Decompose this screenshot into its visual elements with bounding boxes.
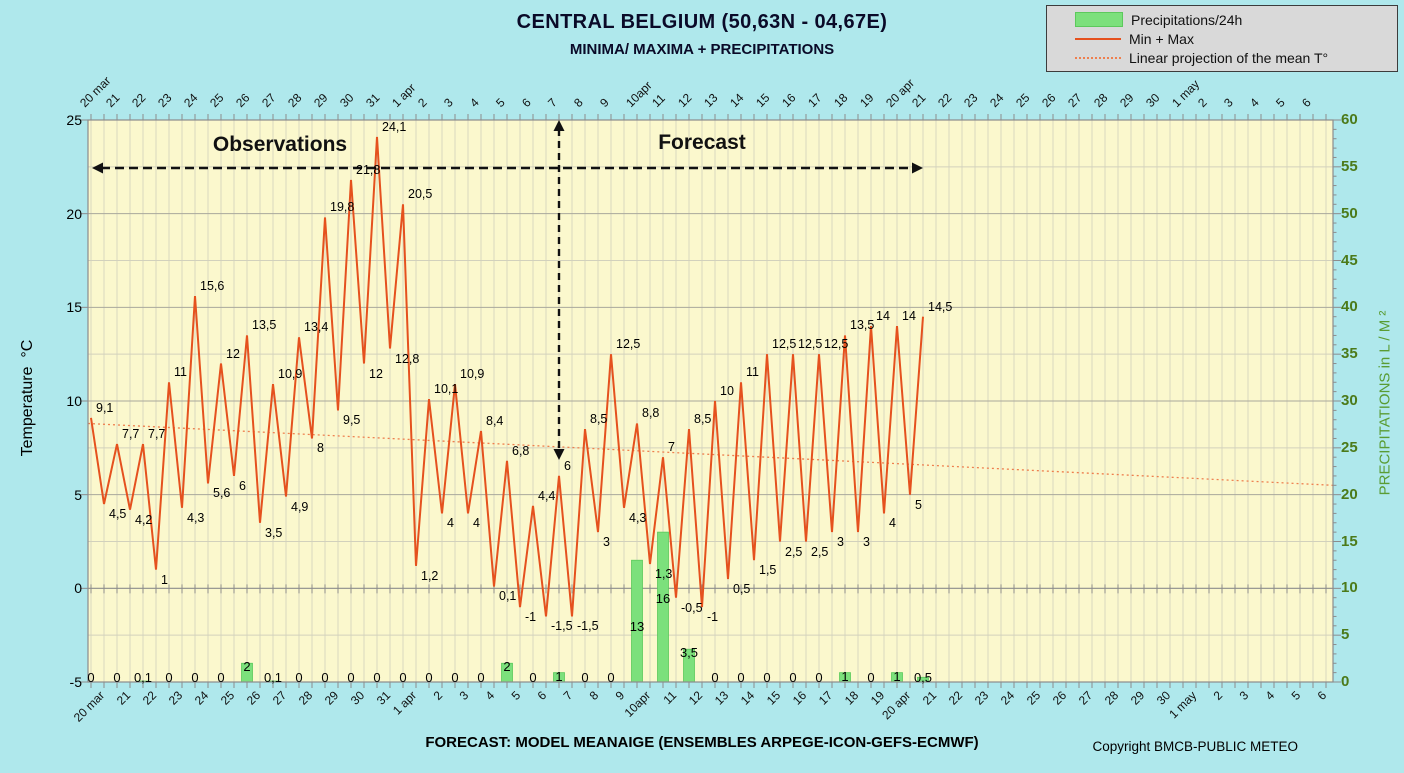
precip-bar — [683, 648, 695, 683]
copyright-notice: Copyright BMCB-PUBLIC METEO — [1092, 739, 1298, 754]
precip-bar — [501, 662, 513, 683]
arrow-down-icon — [553, 449, 565, 460]
precip-bar — [553, 672, 565, 683]
legend: Precipitations/24h Min + Max Linear proj… — [1046, 5, 1398, 72]
precip-bar — [839, 672, 851, 683]
precip-bar — [917, 676, 929, 683]
left-axis-title: Temperature °C — [19, 339, 36, 457]
legend-item-minmax: Min + Max — [1075, 29, 1391, 48]
page-subtitle: MINIMA/ MAXIMA + PRECIPITATIONS — [569, 41, 835, 58]
legend-item-mean-projection: Linear projection of the mean T° — [1075, 48, 1391, 67]
arrow-up-icon — [553, 120, 565, 131]
forecast-label: Forecast — [658, 131, 746, 154]
legend-label-mean-projection: Linear projection of the mean T° — [1129, 49, 1329, 66]
precip-bar — [631, 559, 643, 683]
precip-bar — [891, 672, 903, 683]
legend-item-precipitations: Precipitations/24h — [1075, 10, 1391, 29]
precip-bar — [657, 531, 669, 683]
arrow-left-icon — [92, 162, 103, 174]
minmax-line-swatch-icon — [1075, 37, 1121, 40]
observations-label: Observations — [212, 133, 348, 156]
arrow-right-icon — [912, 162, 923, 174]
legend-label-minmax: Min + Max — [1129, 30, 1194, 47]
temperature-line — [90, 136, 924, 617]
forecast-model-note: FORECAST: MODEL MEANAIGE (ENSEMBLES ARPE… — [425, 734, 979, 751]
mean-projection-swatch-icon — [1075, 56, 1121, 59]
right-axis-title: PRECIPITATIONS in L / M ² — [1376, 310, 1394, 496]
legend-label-precipitations: Precipitations/24h — [1131, 11, 1243, 28]
precip-bar — [241, 662, 253, 683]
precipitation-bar-swatch-icon — [1075, 12, 1123, 27]
page-title: CENTRAL BELGIUM (50,63N - 04,67E) — [516, 11, 888, 33]
